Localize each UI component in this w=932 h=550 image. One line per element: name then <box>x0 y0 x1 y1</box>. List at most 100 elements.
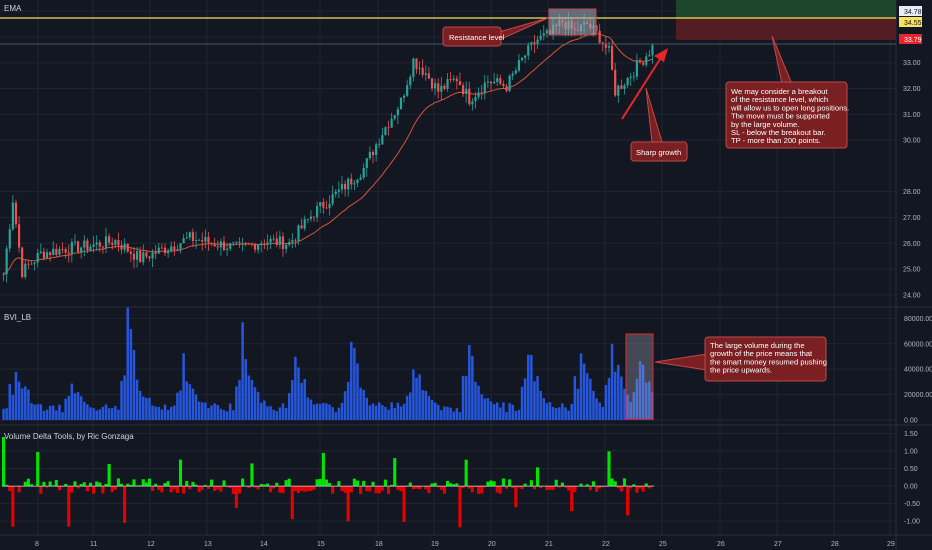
delta-bar <box>442 486 446 494</box>
delta-bar <box>54 480 58 487</box>
candle-body <box>139 250 142 263</box>
delta-bar <box>141 479 145 487</box>
candle-body <box>151 252 154 259</box>
delta-bar <box>557 486 561 488</box>
volume-bar <box>142 396 145 420</box>
candle-body <box>524 55 527 58</box>
delta-bar <box>641 486 645 492</box>
volume-bar <box>586 373 589 420</box>
candle-body <box>288 242 291 245</box>
volume-bar <box>480 394 483 420</box>
candle-body <box>384 127 387 136</box>
grid-lines <box>0 0 896 535</box>
delta-bar <box>23 481 27 487</box>
candle-body <box>42 251 46 259</box>
candle-body <box>157 247 160 254</box>
candle-body <box>623 85 626 89</box>
candle-body <box>269 238 272 243</box>
delta-bar <box>390 484 394 487</box>
time-axis[interactable]: 8 11 12 13 14 15 18 19 20 21 22 25 26 27 28 29 <box>35 541 895 548</box>
volume-bar <box>440 410 443 420</box>
candle-body <box>101 246 104 248</box>
volume-bar <box>197 401 201 420</box>
volume-tick: 60000.00 <box>904 341 932 348</box>
volume-bar <box>79 396 83 420</box>
candle-body <box>163 247 167 254</box>
volume-bar <box>579 353 583 420</box>
candle-body <box>465 88 468 94</box>
volume-bar <box>232 410 235 420</box>
delta-bar <box>194 484 198 487</box>
delta-bar <box>82 482 86 487</box>
candle-body <box>499 78 502 84</box>
delta-bar <box>362 480 366 487</box>
volume-bar <box>613 371 617 420</box>
volume-bar <box>238 380 241 420</box>
delta-bar <box>70 486 74 493</box>
volume-bar <box>98 409 102 420</box>
candle-body <box>350 178 353 185</box>
price-tick: 25.00 <box>903 267 921 274</box>
volume-bar <box>287 393 291 420</box>
candle-body <box>514 70 517 74</box>
volume-bar <box>576 388 580 420</box>
candle-body <box>132 253 136 260</box>
candle-body <box>154 252 157 254</box>
volume-bar <box>570 403 573 420</box>
delta-tick: 0.50 <box>904 466 918 473</box>
volume-bar <box>523 378 527 420</box>
delta-bar <box>197 486 201 492</box>
candle-body <box>111 242 114 245</box>
candle-body <box>477 92 480 97</box>
candle-body <box>250 243 254 245</box>
delta-bar <box>629 486 633 489</box>
volume-bar <box>511 404 514 420</box>
volume-bar <box>101 406 105 420</box>
price-indicator-label[interactable]: EMA <box>4 4 22 13</box>
delta-indicator-label[interactable]: Volume Delta Tools, by Ric Gonzaga <box>4 432 134 441</box>
candle-body <box>229 243 232 249</box>
time-tick: 15 <box>317 541 325 548</box>
candle-body <box>27 263 30 265</box>
candle-body <box>58 248 61 255</box>
ema-layer <box>3 32 653 275</box>
candle-body <box>343 184 347 190</box>
volume-bar <box>446 406 449 420</box>
candle-body <box>188 232 191 238</box>
delta-bar <box>635 486 639 493</box>
target-zone[interactable] <box>676 0 896 18</box>
volume-bar <box>247 375 251 420</box>
candle-body <box>542 33 545 36</box>
candle-body <box>598 30 601 43</box>
delta-bar <box>219 486 223 492</box>
delta-bar <box>216 486 220 490</box>
delta-bar <box>178 459 183 487</box>
volume-indicator-label[interactable]: BVI_LB <box>4 313 31 322</box>
candle-body <box>98 242 101 247</box>
delta-bar <box>632 484 636 487</box>
volume-note: The large volume during the growth of the… <box>710 341 827 375</box>
price-tick: 26.00 <box>903 241 921 248</box>
volume-bar <box>48 405 52 420</box>
volume-bar <box>92 408 95 420</box>
candle-body <box>173 246 176 250</box>
candle-body <box>461 85 465 94</box>
candle-body <box>319 202 322 206</box>
candle-body <box>331 194 334 204</box>
volume-bar <box>95 410 98 420</box>
delta-bar <box>585 484 589 487</box>
volume-bar <box>629 402 632 420</box>
stop-zone[interactable] <box>676 18 896 40</box>
svg-text:34.78: 34.78 <box>904 9 922 16</box>
svg-text:34.55: 34.55 <box>904 20 922 27</box>
volume-bar <box>5 408 8 420</box>
volume-bar <box>309 399 313 420</box>
volume-bar <box>334 412 338 420</box>
volume-bar <box>322 402 325 420</box>
volume-bar <box>368 405 372 420</box>
delta-bar <box>315 479 319 487</box>
time-tick: 18 <box>375 541 383 548</box>
delta-bar <box>396 486 400 490</box>
candle-body <box>648 55 651 57</box>
growth-note: Sharp growth <box>636 148 681 157</box>
